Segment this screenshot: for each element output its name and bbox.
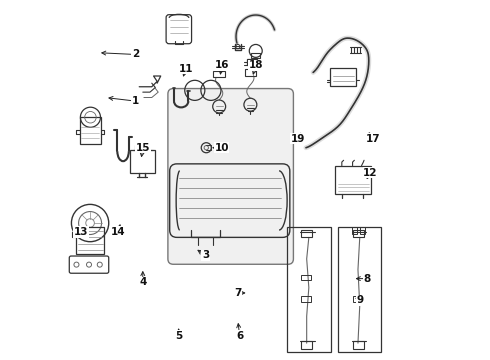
Bar bbox=[301, 341, 313, 348]
Text: 7: 7 bbox=[234, 288, 242, 298]
Text: 8: 8 bbox=[363, 274, 370, 284]
Bar bbox=[353, 296, 363, 302]
Bar bbox=[80, 117, 101, 144]
Text: 12: 12 bbox=[363, 168, 378, 178]
Bar bbox=[287, 226, 331, 352]
Text: 15: 15 bbox=[136, 143, 150, 153]
Bar bbox=[245, 69, 256, 76]
Text: 2: 2 bbox=[132, 49, 139, 59]
Bar bbox=[129, 149, 155, 173]
Bar bbox=[338, 226, 381, 352]
Text: 9: 9 bbox=[356, 295, 363, 305]
Bar bbox=[247, 59, 257, 65]
Text: 14: 14 bbox=[110, 227, 125, 237]
Bar bbox=[301, 230, 313, 237]
Text: 3: 3 bbox=[202, 250, 209, 260]
Text: 1: 1 bbox=[132, 96, 139, 106]
Bar bbox=[353, 230, 364, 237]
FancyBboxPatch shape bbox=[168, 89, 294, 264]
Bar bbox=[300, 296, 311, 302]
Text: 18: 18 bbox=[248, 60, 263, 70]
Text: 10: 10 bbox=[215, 143, 229, 153]
Text: 11: 11 bbox=[178, 64, 193, 74]
Text: 5: 5 bbox=[175, 331, 182, 341]
Text: 19: 19 bbox=[291, 134, 305, 144]
Bar bbox=[352, 227, 357, 234]
Text: 17: 17 bbox=[366, 134, 381, 144]
Bar bbox=[330, 68, 356, 86]
Bar bbox=[76, 226, 104, 253]
Text: 16: 16 bbox=[215, 60, 229, 70]
Bar bbox=[335, 166, 371, 194]
Bar bbox=[214, 71, 225, 77]
Bar bbox=[353, 341, 364, 348]
Text: 13: 13 bbox=[74, 227, 88, 237]
Bar bbox=[251, 53, 260, 58]
Bar bbox=[300, 275, 311, 280]
Text: 4: 4 bbox=[139, 277, 147, 287]
Bar bbox=[360, 227, 365, 234]
Text: 6: 6 bbox=[236, 331, 243, 341]
